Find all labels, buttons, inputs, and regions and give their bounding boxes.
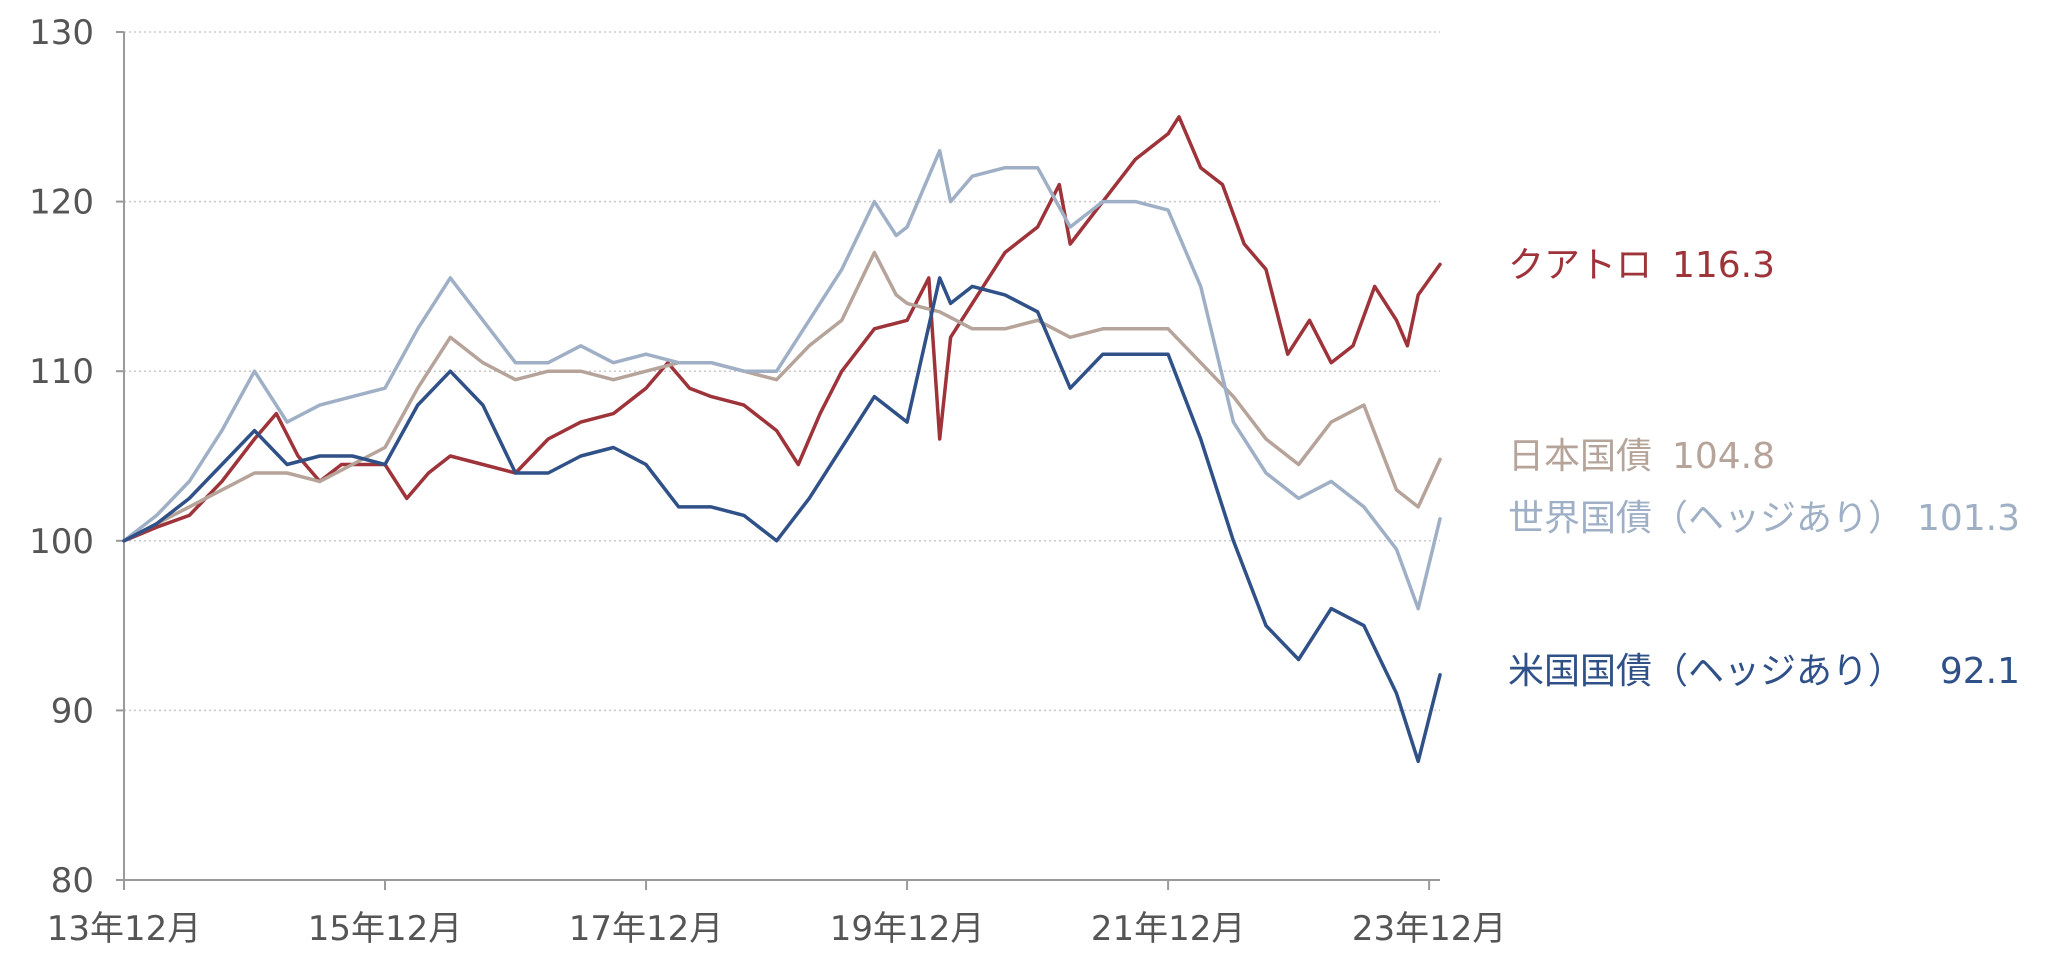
y-tick-labels: 80 90 100 110 120 130 bbox=[29, 13, 124, 901]
x-tick-label: 13年12月 bbox=[47, 909, 202, 949]
series-line-3 bbox=[122, 276, 1442, 764]
legend-label: 日本国債 bbox=[1508, 436, 1652, 477]
legend-value: 104.8 bbox=[1672, 436, 1775, 477]
y-tick-label: 120 bbox=[29, 183, 94, 223]
legend-value: 101.3 bbox=[1917, 498, 2020, 539]
x-tick-label: 15年12月 bbox=[308, 909, 463, 949]
x-tick-label: 21年12月 bbox=[1091, 909, 1246, 949]
series-line-0 bbox=[122, 115, 1442, 543]
legend-value: 116.3 bbox=[1672, 245, 1775, 286]
y-tick-label: 90 bbox=[51, 691, 94, 731]
x-tick-label: 23年12月 bbox=[1352, 909, 1507, 949]
y-tick-label: 130 bbox=[29, 13, 94, 53]
series-line-1 bbox=[122, 250, 1442, 543]
y-tick-label: 80 bbox=[51, 861, 94, 901]
x-tick-label: 19年12月 bbox=[830, 909, 985, 949]
x-tick-labels: 13年12月 15年12月 17年12月 19年12月 21年12月 23年12月 bbox=[47, 880, 1507, 949]
series-lines bbox=[122, 115, 1442, 764]
axes bbox=[123, 32, 1440, 881]
legend-label: 世界国債（ヘッジあり） bbox=[1508, 498, 1904, 539]
legend-label: 米国国債（ヘッジあり） bbox=[1508, 651, 1904, 692]
legend-value: 92.1 bbox=[1940, 651, 2020, 692]
series-line-2 bbox=[122, 148, 1442, 611]
x-tick-label: 17年12月 bbox=[569, 909, 724, 949]
legend: クアトロ 116.3 日本国債 104.8 世界国債（ヘッジあり） 101.3 米国国債（ヘ… bbox=[1508, 245, 2020, 692]
y-tick-label: 100 bbox=[29, 522, 94, 562]
y-tick-label: 110 bbox=[29, 352, 94, 392]
grid-lines bbox=[124, 31, 1440, 712]
legend-label: クアトロ bbox=[1508, 245, 1652, 286]
